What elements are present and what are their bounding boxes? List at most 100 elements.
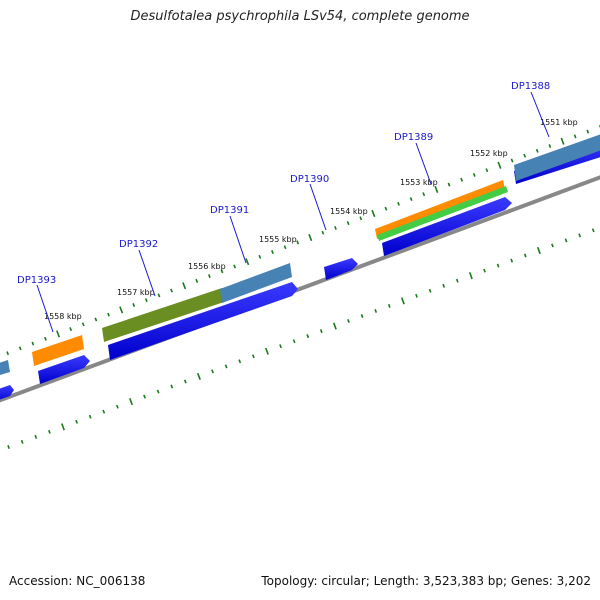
leader-line [229, 215, 247, 264]
tick-mark [591, 228, 595, 233]
feature-bar-steel[interactable] [220, 263, 292, 303]
scale-label: 1551 kbp [540, 118, 578, 127]
tick-mark [292, 339, 296, 344]
tick-mark [586, 129, 590, 134]
tick-mark [69, 327, 73, 332]
tick-mark [483, 268, 486, 273]
tick-mark [374, 309, 378, 313]
tick-mark [346, 221, 350, 226]
gene-label-dp1393[interactable]: DP1393 [17, 275, 56, 286]
tick-mark [308, 234, 313, 242]
cds-arrow[interactable] [382, 197, 512, 256]
tick-mark [434, 185, 439, 193]
feature-bar-steel[interactable] [0, 360, 10, 378]
scale-label: 1553 kbp [400, 178, 438, 187]
inner-tick-ring [7, 228, 595, 449]
accession-text: Accession: NC_006138 [9, 574, 146, 588]
tick-mark [48, 429, 51, 434]
tick-mark [264, 347, 269, 355]
tick-mark [548, 144, 552, 148]
feature-bar-green[interactable] [377, 186, 508, 241]
cds-arrow[interactable] [324, 258, 358, 280]
tick-mark [115, 404, 119, 409]
tick-mark [321, 230, 325, 235]
tick-mark [258, 254, 262, 259]
leader-line [138, 249, 156, 297]
tick-mark [496, 263, 500, 268]
tick-mark [183, 379, 187, 384]
map-title: Desulfotalea psychrophila LSv54, complet… [130, 9, 470, 24]
tick-mark [283, 245, 287, 250]
tick-mark [220, 269, 224, 274]
tick-mark [387, 303, 391, 308]
scale-label: 1554 kbp [330, 207, 368, 216]
tick-mark [510, 258, 514, 263]
tick-mark [88, 414, 92, 419]
tick-mark [535, 148, 539, 153]
tick-mark [360, 314, 364, 318]
tick-mark [306, 334, 310, 339]
tick-mark [182, 282, 187, 290]
gene-label-dp1390[interactable]: DP1390 [290, 174, 329, 185]
tick-mark [94, 317, 98, 322]
scale-label: 1552 kbp [470, 149, 508, 158]
tick-mark [510, 158, 514, 163]
tick-mark [560, 137, 565, 145]
tick-mark [44, 336, 47, 341]
tick-mark [170, 288, 173, 293]
feature-bar-steel[interactable] [514, 131, 600, 181]
tick-mark [400, 297, 405, 305]
tick-mark [6, 351, 10, 356]
tick-mark [296, 240, 300, 245]
tick-mark [196, 372, 201, 380]
feature-track [0, 131, 600, 378]
feature-bar-orange[interactable] [32, 335, 84, 366]
tick-mark [564, 238, 568, 243]
tick-mark [129, 398, 133, 406]
tick-mark [156, 389, 160, 394]
tick-mark [573, 134, 577, 139]
tick-mark [472, 173, 476, 177]
tick-mark [245, 258, 250, 266]
tick-mark [455, 278, 459, 283]
gene-label-dp1389[interactable]: DP1389 [394, 132, 433, 143]
tick-mark [415, 293, 418, 298]
feature-bar-olive[interactable] [102, 288, 224, 342]
scale-labels: 1551 kbp 1552 kbp 1553 kbp 1554 kbp 1555… [44, 118, 578, 321]
gene-label-leaders [36, 91, 550, 333]
tick-mark [397, 201, 400, 206]
tick-mark [428, 288, 432, 293]
scale-label: 1558 kbp [44, 312, 82, 321]
tick-mark [347, 319, 350, 323]
scale-label: 1557 kbp [117, 288, 155, 297]
tick-mark [238, 359, 242, 364]
tick-mark [233, 264, 237, 269]
tick-mark [279, 344, 282, 349]
tick-mark [195, 278, 199, 283]
tick-mark [334, 226, 337, 230]
tick-mark [81, 322, 85, 327]
tick-mark [61, 423, 65, 431]
gene-label-dp1388[interactable]: DP1388 [511, 81, 550, 92]
scale-label: 1555 kbp [259, 235, 297, 244]
tick-mark [144, 298, 148, 303]
gene-label-dp1392[interactable]: DP1392 [119, 239, 158, 250]
tick-mark [31, 341, 35, 346]
tick-mark [18, 346, 22, 351]
tick-mark [536, 246, 541, 255]
gene-labels: DP1388 DP1389 DP1390 DP1391 DP1392 DP139… [17, 81, 550, 286]
cds-arrow[interactable] [38, 355, 90, 384]
tick-mark [211, 369, 214, 374]
tick-mark [447, 182, 451, 187]
cds-arrow[interactable] [0, 385, 14, 403]
tick-mark [208, 274, 211, 279]
tick-mark [359, 216, 363, 221]
gene-label-dp1391[interactable]: DP1391 [210, 205, 249, 216]
tick-mark [224, 364, 228, 369]
tick-mark [319, 329, 323, 334]
tick-mark [132, 303, 136, 307]
tick-mark [143, 394, 146, 399]
cds-arrow[interactable] [108, 282, 298, 360]
tick-mark [460, 177, 464, 182]
